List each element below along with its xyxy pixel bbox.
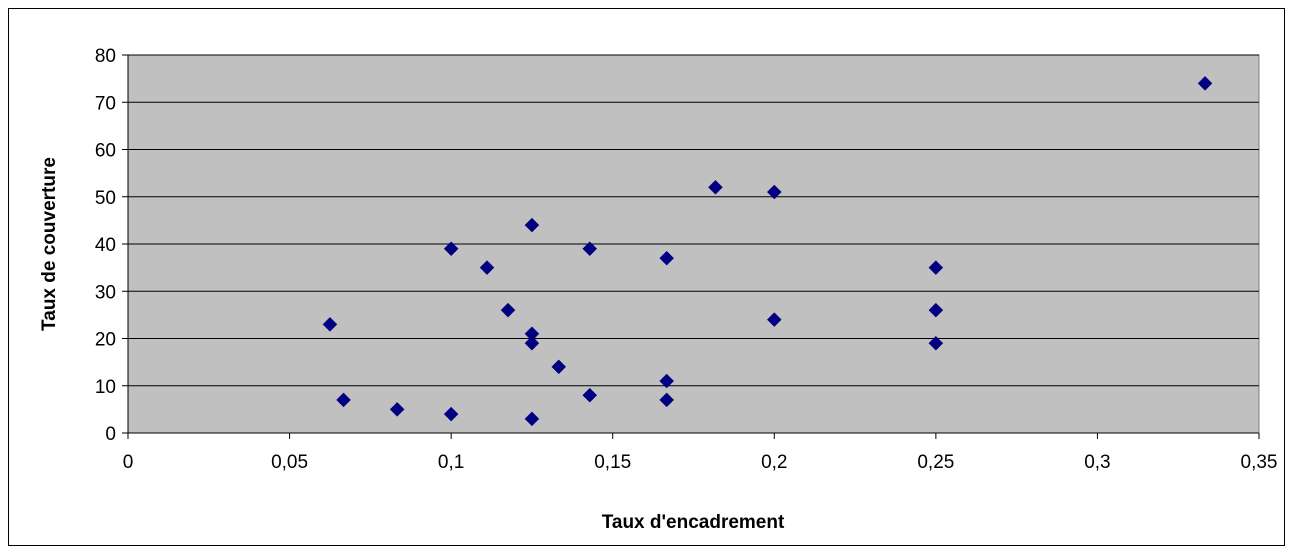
y-axis-title: Taux de couverture xyxy=(39,157,60,331)
data-point xyxy=(708,179,723,195)
x-tick-label: 0,35 xyxy=(1241,452,1278,473)
axes xyxy=(122,54,1260,439)
data-point xyxy=(551,359,567,375)
y-tick-label: 20 xyxy=(95,330,116,351)
x-tick-label: 0,3 xyxy=(1084,452,1110,473)
x-tick-label: 0 xyxy=(123,452,134,473)
data-point xyxy=(479,260,495,275)
x-tick-label: 0,1 xyxy=(438,452,464,473)
y-tick-label: 70 xyxy=(95,93,116,114)
data-point xyxy=(766,184,782,200)
data-point xyxy=(524,411,540,427)
data-point xyxy=(928,335,944,351)
y-tick-label: 60 xyxy=(95,141,116,162)
data-point xyxy=(336,392,351,408)
y-tick-label: 80 xyxy=(95,46,116,67)
data-point xyxy=(659,392,675,408)
data-point xyxy=(582,241,598,257)
data-point xyxy=(443,241,459,257)
x-tick-label: 0,05 xyxy=(271,452,308,473)
grid-lines xyxy=(128,54,1259,387)
data-point xyxy=(928,260,944,275)
y-tick-label: 40 xyxy=(95,235,116,256)
data-point xyxy=(524,217,540,233)
data-point xyxy=(443,406,459,422)
data-point xyxy=(322,316,338,332)
data-point xyxy=(389,402,405,417)
data-point xyxy=(582,387,598,403)
y-tick-label: 30 xyxy=(95,282,116,303)
y-tick-label: 0 xyxy=(105,424,116,445)
data-point xyxy=(524,335,540,351)
data-point xyxy=(659,250,675,266)
data-point xyxy=(928,302,944,318)
x-tick-labels: 0 0,05 0,1 0,15 0,2 0,25 0,3 0,35 xyxy=(123,452,1278,473)
y-tick-label: 50 xyxy=(95,188,116,209)
x-tick-label: 0,2 xyxy=(761,452,787,473)
x-axis-title: Taux d'encadrement xyxy=(602,512,785,533)
data-point xyxy=(659,373,675,389)
y-tick-label: 10 xyxy=(95,377,116,398)
data-points xyxy=(322,75,1213,427)
x-tick-label: 0,25 xyxy=(917,452,954,473)
x-tick-label: 0,15 xyxy=(594,452,631,473)
y-tick-labels: 0 10 20 30 40 50 60 70 80 xyxy=(95,46,116,445)
data-point xyxy=(766,312,782,327)
data-point xyxy=(1197,75,1213,91)
data-point xyxy=(500,302,516,318)
